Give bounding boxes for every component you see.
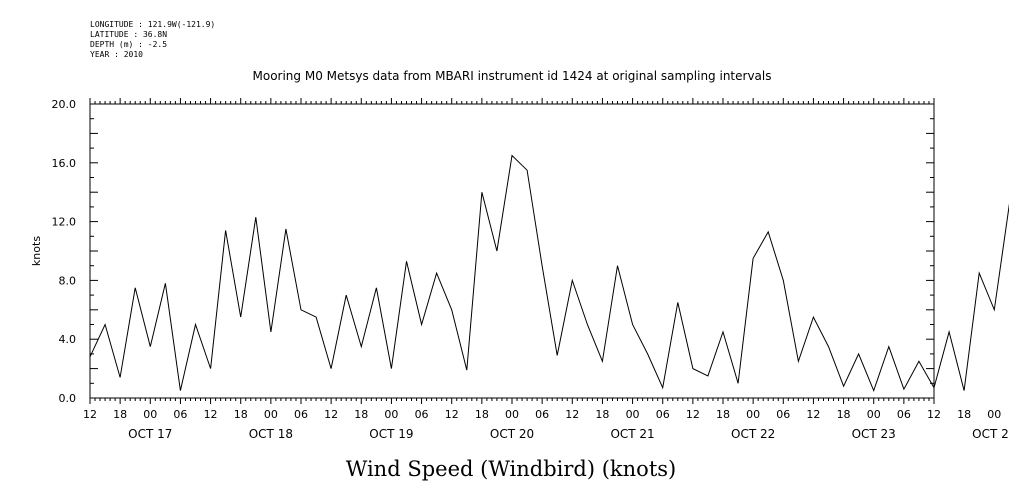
x-date-label: OCT 21	[610, 427, 654, 441]
x-hour-label: 00	[626, 408, 640, 421]
x-hour-label: 12	[204, 408, 218, 421]
x-hour-label: 18	[113, 408, 127, 421]
x-hour-label: 00	[867, 408, 881, 421]
plot-frame	[89, 103, 935, 399]
x-hour-label: 18	[354, 408, 368, 421]
x-hour-label: 00	[746, 408, 760, 421]
axis-labels: 12 18 00 06 12 18 00 06 12 18 00 06 12 18 00 06 12 18 00 06…	[52, 98, 1009, 441]
chart-title: Mooring M0 Metsys data from MBARI instru…	[253, 69, 772, 83]
x-date-label: OCT 20	[490, 427, 534, 441]
x-hour-label: 18	[957, 408, 971, 421]
x-date-label: OCT 23	[852, 427, 896, 441]
axis-ticks	[89, 98, 935, 404]
y-tick-label: 0.0	[59, 392, 77, 405]
x-hour-label: 18	[234, 408, 248, 421]
y-axis-label: knots	[30, 236, 43, 266]
x-hour-label: 12	[806, 408, 820, 421]
x-hour-label: 00	[143, 408, 157, 421]
y-tick-label: 4.0	[59, 333, 77, 346]
x-date-label: OCT 24	[972, 427, 1009, 441]
x-hour-label: 06	[173, 408, 187, 421]
x-hour-label: 00	[264, 408, 278, 421]
x-hour-label: 00	[987, 408, 1001, 421]
x-hour-label: 00	[505, 408, 519, 421]
x-hour-label: 06	[415, 408, 429, 421]
y-tick-label: 20.0	[52, 98, 77, 111]
x-hour-label: 06	[656, 408, 670, 421]
x-hour-label: 12	[565, 408, 579, 421]
metadata-block: LONGITUDE : 121.9W(-121.9) LATITUDE : 36…	[90, 20, 215, 60]
x-hour-label: 00	[384, 408, 398, 421]
x-date-label: OCT 18	[249, 427, 293, 441]
x-date-label: OCT 19	[369, 427, 413, 441]
wind-speed-line	[89, 154, 1009, 393]
x-hour-label: 12	[83, 408, 97, 421]
x-hour-label: 06	[776, 408, 790, 421]
longitude-label: LONGITUDE : 121.9W(-121.9)	[90, 20, 216, 29]
x-hour-label: 06	[294, 408, 308, 421]
latitude-label: LATITUDE : 36.8N	[90, 30, 168, 39]
y-tick-label: 12.0	[52, 216, 77, 229]
x-hour-label: 06	[897, 408, 911, 421]
y-tick-label: 16.0	[52, 157, 77, 170]
x-hour-label: 18	[716, 408, 730, 421]
x-axis-title: Wind Speed (Windbird) (knots)	[346, 457, 676, 481]
x-hour-label: 12	[445, 408, 459, 421]
x-hour-label: 12	[686, 408, 700, 421]
x-hour-label: 18	[595, 408, 609, 421]
x-date-label: OCT 22	[731, 427, 775, 441]
year-label: YEAR : 2010	[90, 50, 143, 59]
x-hour-label: 18	[475, 408, 489, 421]
depth-label: DEPTH (m) : -2.5	[90, 40, 168, 49]
y-tick-label: 8.0	[59, 274, 77, 287]
x-hour-label: 12	[324, 408, 338, 421]
x-hour-label: 18	[837, 408, 851, 421]
x-date-label: OCT 17	[128, 427, 172, 441]
x-hour-label: 12	[927, 408, 941, 421]
x-hour-label: 06	[535, 408, 549, 421]
